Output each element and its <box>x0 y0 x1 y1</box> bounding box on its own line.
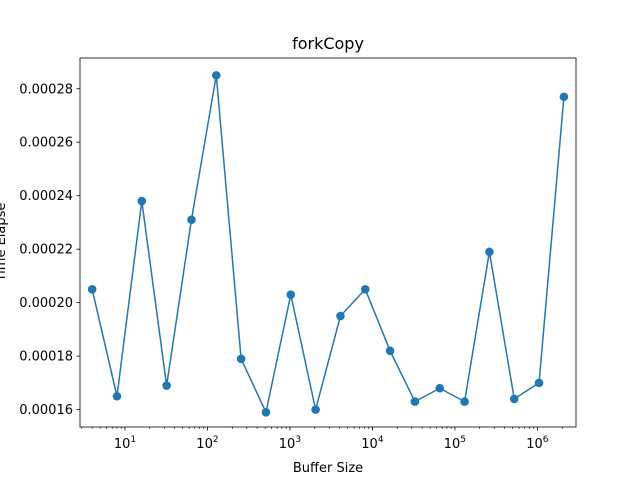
x-tick-label: 106 <box>526 435 549 452</box>
x-tick-label: 103 <box>279 435 301 452</box>
data-point <box>485 247 494 257</box>
y-tick-label: 0.00016 <box>19 403 73 418</box>
y-axis-label: Time Elapse <box>0 203 9 283</box>
axes-frame <box>79 57 577 428</box>
data-point <box>311 405 320 414</box>
plot-area: 101 102 103 104 105 106 0.00016 0.00018 0.00020 0… <box>19 57 577 452</box>
y-tick-label: 0.00018 <box>19 350 73 365</box>
data-point <box>410 397 420 406</box>
y-tick-label: 0.00022 <box>19 243 73 258</box>
x-axis-label: Buffer Size <box>293 461 363 476</box>
data-point <box>137 196 147 206</box>
data-point <box>509 394 519 404</box>
data-point <box>286 290 296 299</box>
x-tick-label: 101 <box>114 435 136 452</box>
series-line <box>91 74 565 414</box>
data-point <box>534 378 544 388</box>
data-point <box>236 354 246 364</box>
x-tick-label: 105 <box>444 435 466 452</box>
data-point <box>336 311 345 321</box>
y-tick-label: 0.00026 <box>19 136 73 151</box>
data-point <box>162 381 171 390</box>
chart-title: forkCopy <box>292 34 364 53</box>
data-point <box>211 71 221 80</box>
data-point <box>435 383 445 393</box>
data-point <box>187 215 196 225</box>
data-point <box>112 391 122 401</box>
data-point <box>385 346 395 356</box>
x-tick-label: 104 <box>361 435 384 452</box>
x-tick-label: 102 <box>196 435 218 452</box>
data-point <box>559 92 569 102</box>
y-tick-label: 0.00028 <box>19 82 73 97</box>
data-point <box>460 397 469 406</box>
y-tick-label: 0.00024 <box>19 189 73 204</box>
y-tick-label: 0.00020 <box>19 296 73 311</box>
data-point <box>261 407 271 417</box>
data-point <box>87 284 97 294</box>
data-point <box>360 284 370 294</box>
